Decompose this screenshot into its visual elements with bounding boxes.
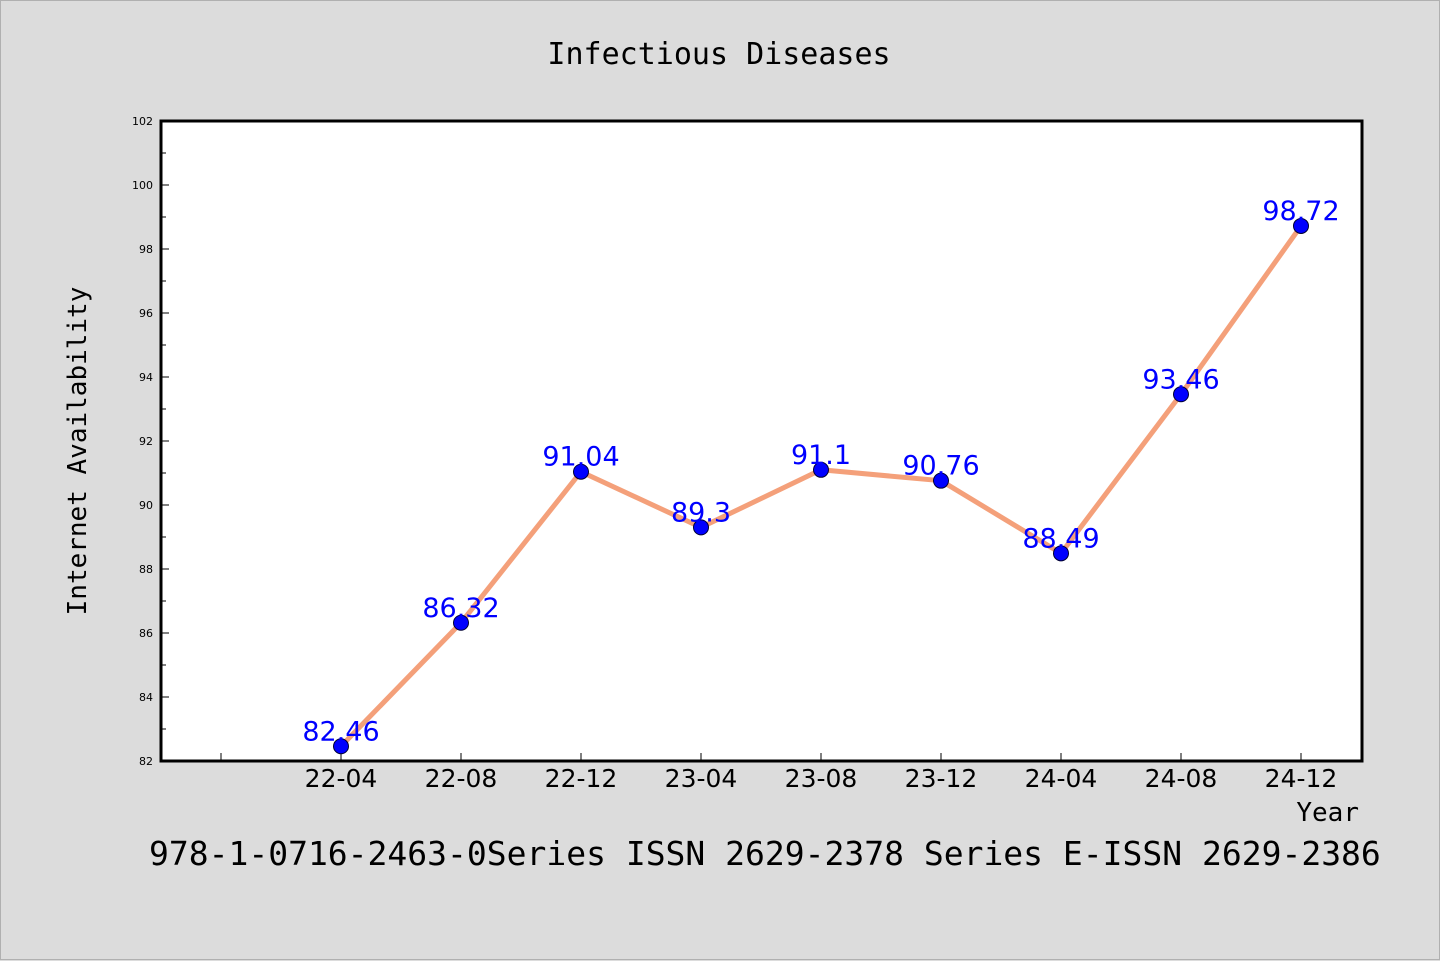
- x-tick-label: 22-04: [305, 764, 378, 793]
- data-label: 91.04: [542, 442, 619, 473]
- data-label: 91.1: [791, 440, 851, 471]
- data-label: 86.32: [422, 593, 499, 624]
- data-point: [1053, 545, 1069, 562]
- data-label: 88.49: [1022, 523, 1099, 554]
- data-point: [453, 614, 469, 631]
- x-axis-title: Year: [1296, 798, 1359, 828]
- y-tick-label: 84: [139, 691, 153, 704]
- x-tick-label: 22-08: [425, 764, 498, 793]
- data-point: [813, 461, 829, 478]
- x-tick-label: 24-04: [1025, 764, 1098, 793]
- data-labels-layer: 82.46 86.32 91.04 89.3 91.1 90.76 88.49 93.46 98…: [302, 196, 1339, 747]
- data-label: 82.46: [302, 716, 379, 747]
- x-tick-label: 23-12: [905, 764, 978, 793]
- y-tick-label: 102: [132, 115, 153, 128]
- data-label: 89.3: [671, 497, 731, 528]
- y-tick-label: 98: [139, 243, 153, 256]
- data-label: 98.72: [1262, 196, 1339, 227]
- series-layer: [333, 217, 1309, 755]
- data-point: [933, 472, 949, 489]
- y-tick-label: 82: [139, 755, 153, 768]
- data-point: [573, 463, 589, 480]
- y-axis-title: Internet Availability: [63, 287, 93, 616]
- x-tick-label: 22-12: [545, 764, 618, 793]
- y-tick-label: 92: [139, 435, 153, 448]
- data-point: [1293, 217, 1309, 234]
- data-point: [1173, 386, 1189, 403]
- plot-area: [159, 119, 1364, 763]
- data-point: [693, 519, 709, 536]
- data-label: 93.46: [1142, 364, 1219, 395]
- chart-title: Infectious Diseases: [547, 37, 890, 72]
- y-tick-label: 96: [139, 307, 153, 320]
- y-tick-label: 88: [139, 563, 153, 576]
- data-label: 90.76: [902, 451, 979, 482]
- caption-text: 978-1-0716-2463-0Series ISSN 2629-2378 S…: [149, 834, 1381, 873]
- x-axis: 22-04 22-08 22-12 23-04 23-08 23-12 24-04 24-08…: [220, 753, 1338, 793]
- x-tick-label: 24-12: [1265, 764, 1338, 793]
- y-tick-label: 100: [132, 179, 153, 192]
- data-point: [333, 738, 349, 755]
- x-tick-label: 23-08: [785, 764, 858, 793]
- y-tick-label: 94: [139, 371, 153, 384]
- x-tick-label: 24-08: [1145, 764, 1218, 793]
- x-tick-label: 23-04: [665, 764, 738, 793]
- y-axis: 82 84 86 88 90 92 94 96 98 100 102: [132, 115, 169, 768]
- y-tick-label: 90: [139, 499, 153, 512]
- y-tick-label: 86: [139, 627, 153, 640]
